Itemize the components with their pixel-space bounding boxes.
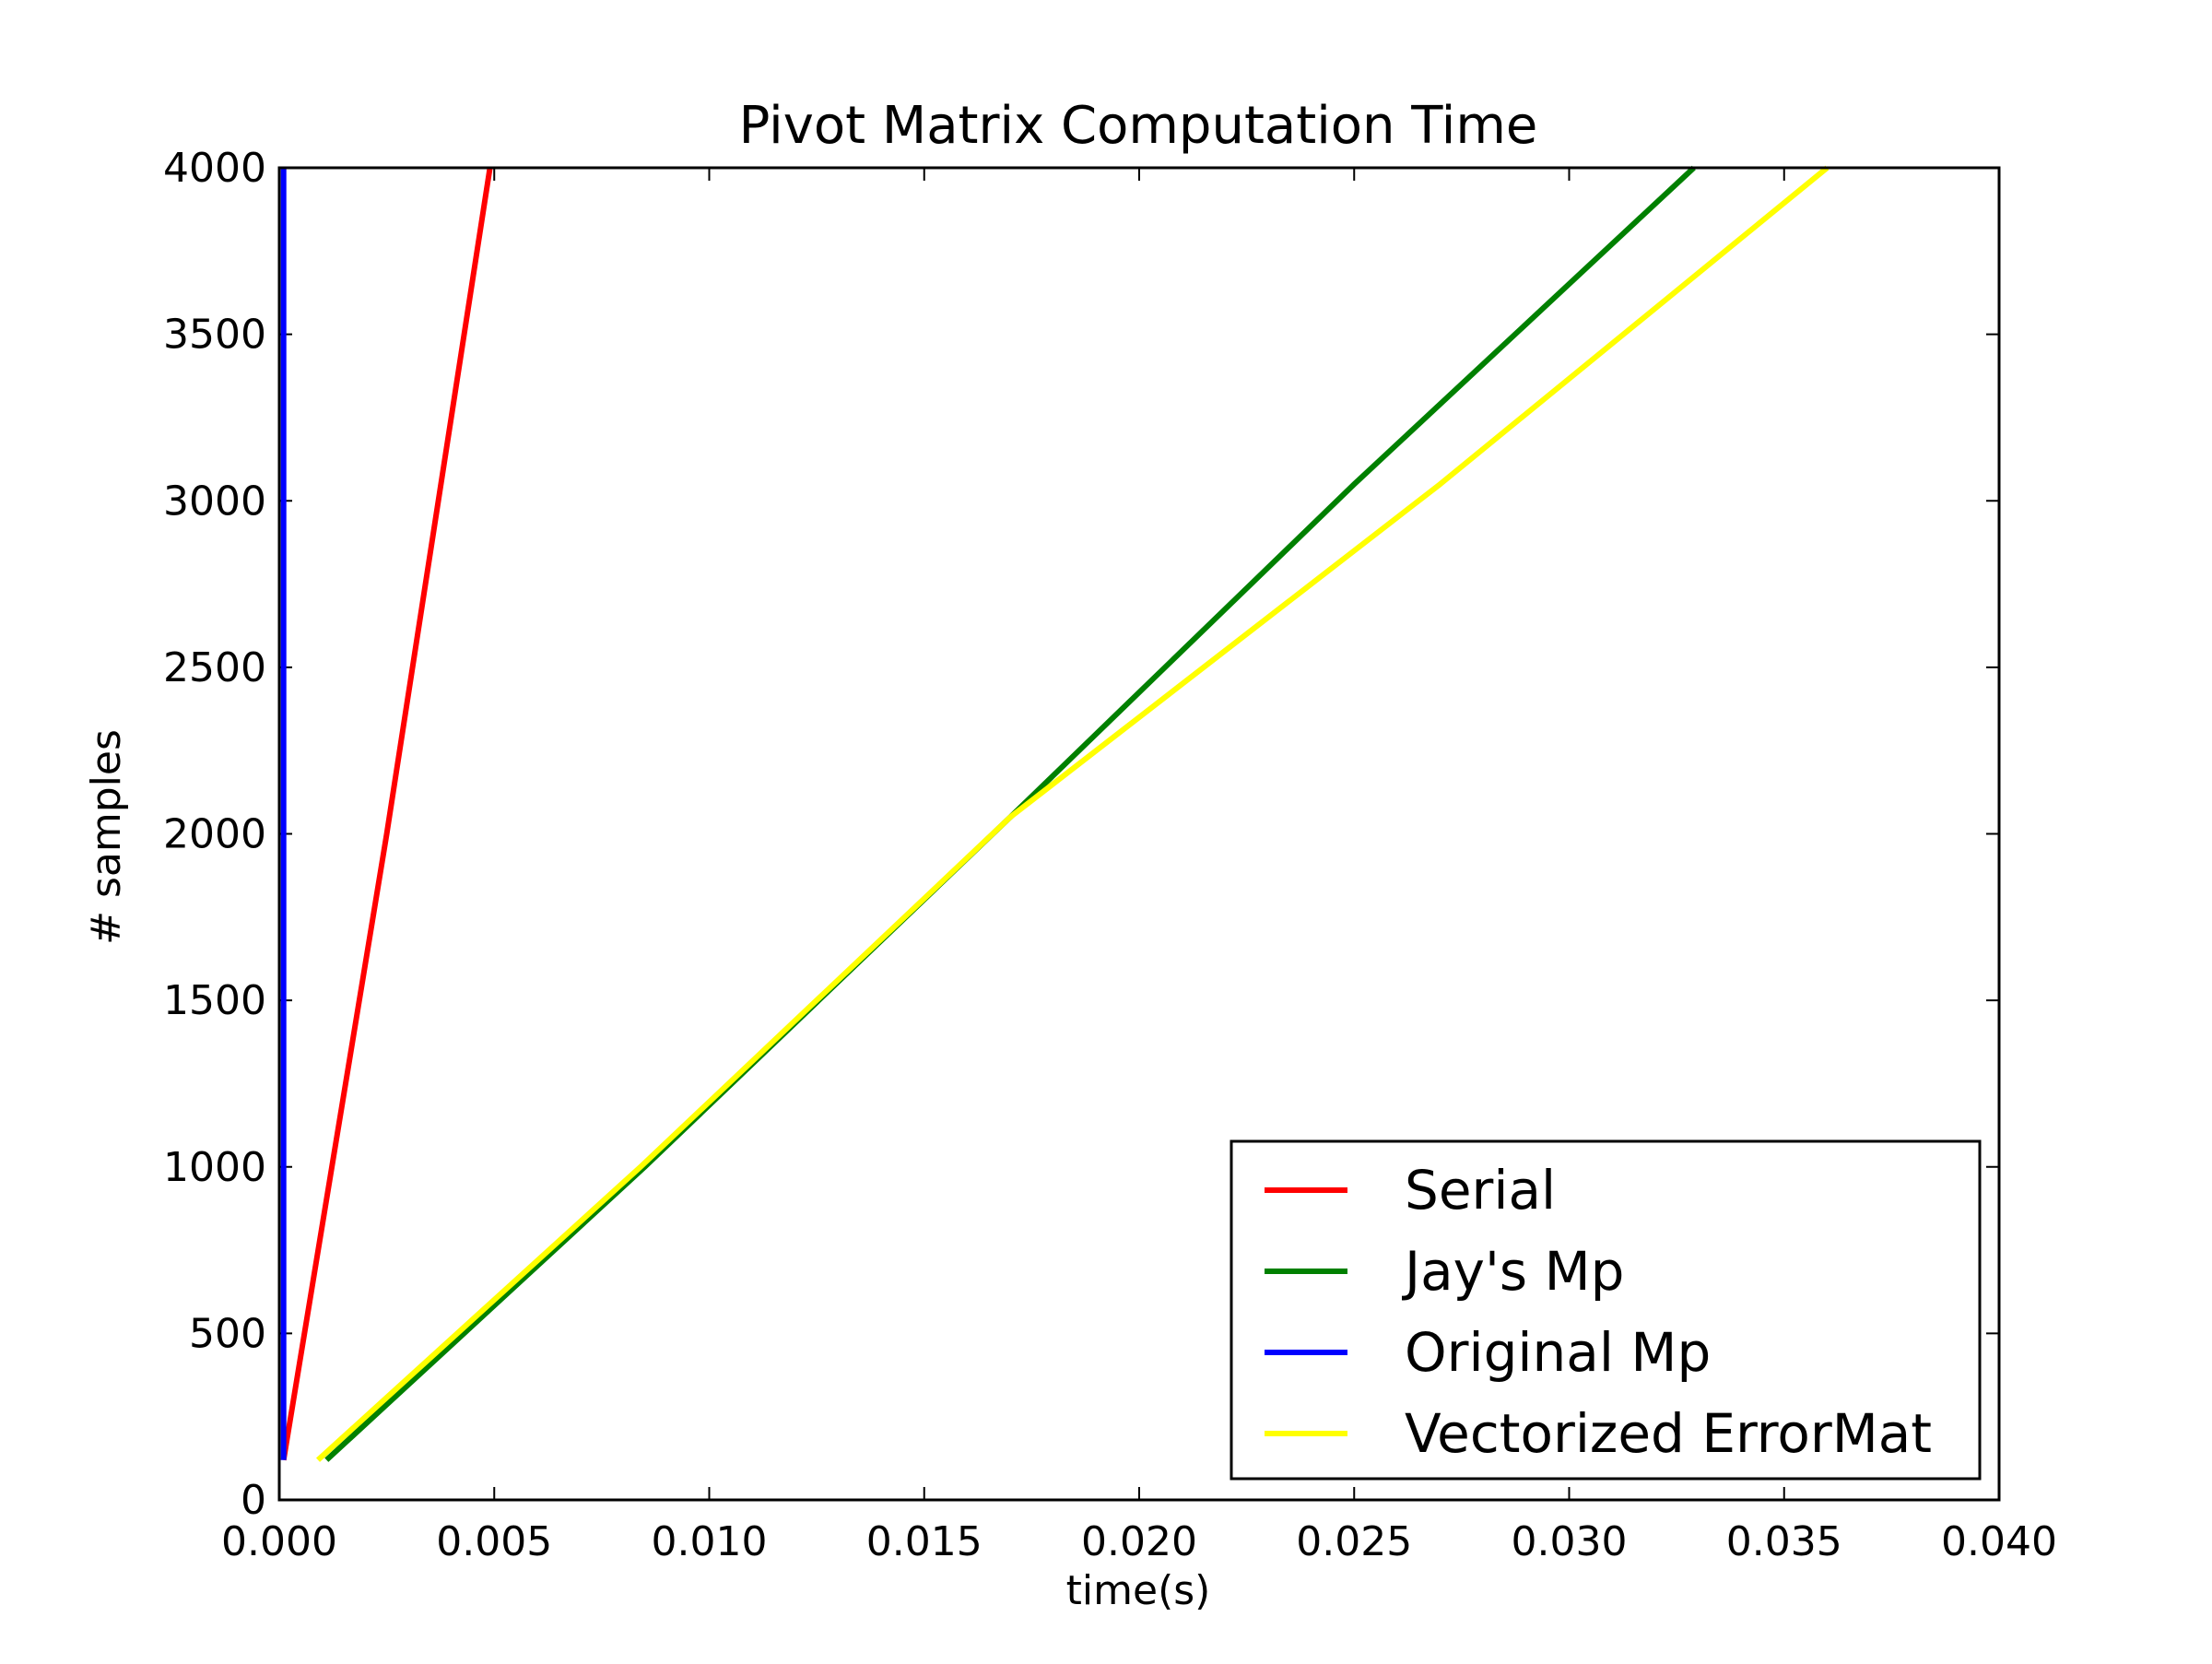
x-tick-label: 0.015 — [866, 1518, 982, 1565]
y-tick-label: 2500 — [163, 644, 266, 691]
legend-label-jay-s-mp: Jay's Mp — [1402, 1240, 1624, 1303]
y-tick-label: 1000 — [163, 1144, 266, 1191]
x-tick-label: 0.020 — [1081, 1518, 1197, 1565]
series-layer — [280, 165, 1830, 1462]
x-tick-label: 0.035 — [1726, 1518, 1842, 1565]
x-tick-label: 0.000 — [221, 1518, 337, 1565]
ticks-layer: 0.000 0.005 0.010 0.015 0.020 0.025 0.030 0.035… — [163, 145, 2057, 1565]
legend-box — [1230, 1139, 1982, 1481]
y-tick-label: 2000 — [163, 811, 266, 858]
legend-label-serial: Serial — [1405, 1159, 1556, 1221]
series-line-vectorized-errormat — [315, 165, 1830, 1462]
x-tick-label: 0.040 — [1941, 1518, 2057, 1565]
x-axis-label: time(s) — [1066, 1567, 1211, 1614]
x-tick-label: 0.005 — [436, 1518, 552, 1565]
y-tick-label: 4000 — [163, 145, 266, 192]
x-tick-label: 0.030 — [1512, 1518, 1628, 1565]
legend-label-vectorized-errormat: Vectorized ErrorMat — [1405, 1402, 1932, 1465]
legend: Serial Jay's Mp Original Mp Vectorized Erro… — [1230, 1139, 1982, 1481]
series-line-serial — [280, 167, 493, 1461]
legend-label-original-mp: Original Mp — [1405, 1321, 1711, 1384]
y-axis-label: # samples — [83, 729, 130, 945]
x-tick-label: 0.010 — [652, 1518, 768, 1565]
y-tick-label: 500 — [189, 1310, 266, 1357]
x-tick-label: 0.025 — [1296, 1518, 1412, 1565]
y-tick-label: 0 — [241, 1477, 266, 1524]
y-tick-label: 1500 — [163, 977, 266, 1024]
y-tick-label: 3000 — [163, 478, 266, 525]
plot-frame — [277, 166, 2001, 1502]
chart-title: Pivot Matrix Computation Time — [739, 96, 1538, 156]
y-tick-label: 3500 — [163, 312, 266, 359]
